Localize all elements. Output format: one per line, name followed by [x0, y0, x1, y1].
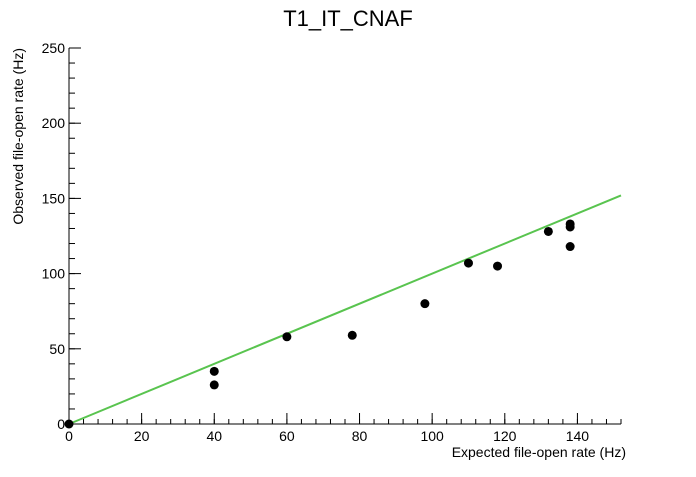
y-tick-label: 250: [42, 40, 66, 56]
x-tick-label: 140: [566, 428, 590, 444]
data-point: [209, 366, 219, 376]
ticks: 0 20 40 60 80 100 120 140 0 50 100 150 200 250: [42, 40, 622, 444]
data-point: [347, 330, 357, 340]
reference-line-group: [68, 194, 622, 425]
y-axis-label: Observed file-open rate (Hz): [10, 48, 26, 225]
y-tick-label: 150: [42, 190, 66, 206]
x-tick-label: 40: [206, 428, 222, 444]
y-tick-label: 200: [42, 115, 66, 131]
y-tick-label: 100: [42, 266, 66, 282]
data-point: [209, 380, 219, 390]
x-tick-label: 120: [493, 428, 517, 444]
data-point: [565, 222, 575, 232]
reference-line: [68, 194, 622, 425]
x-axis-label: Expected file-open rate (Hz): [452, 444, 626, 460]
data-point: [64, 419, 74, 429]
axes: [68, 48, 621, 425]
y-tick-label: 50: [49, 341, 65, 357]
data-point: [565, 242, 575, 252]
data-point: [493, 261, 503, 271]
y-tick-label: 0: [57, 416, 65, 432]
data-point: [420, 299, 430, 309]
data-point: [282, 332, 292, 342]
data-point: [463, 258, 473, 268]
x-tick-label: 60: [279, 428, 295, 444]
x-tick-label: 20: [134, 428, 150, 444]
chart-title: T1_IT_CNAF: [283, 6, 413, 31]
x-tick-label: 0: [65, 428, 73, 444]
points: [64, 219, 575, 429]
x-tick-label: 100: [420, 428, 444, 444]
data-point: [543, 226, 553, 236]
x-tick-label: 80: [352, 428, 368, 444]
